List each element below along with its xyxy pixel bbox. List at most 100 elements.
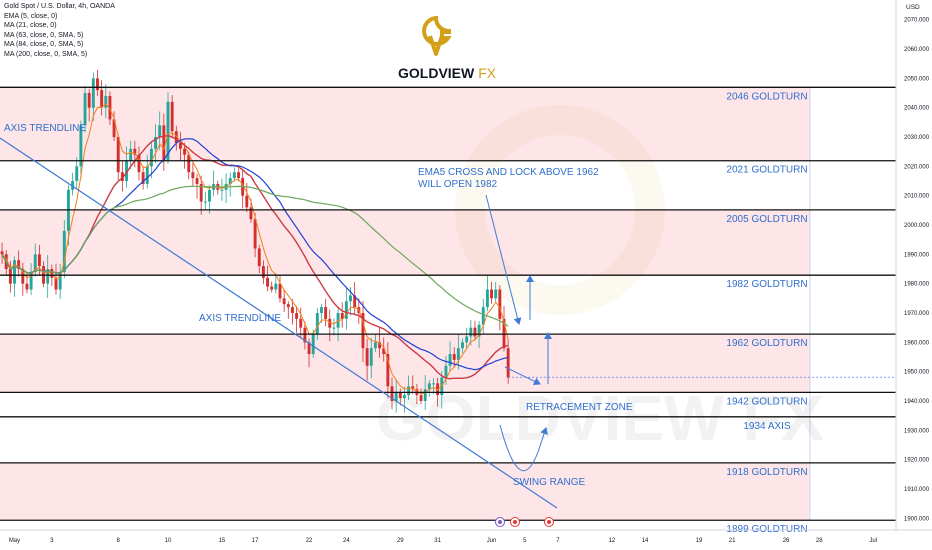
candle-body [386, 354, 390, 387]
logo-wordmark-suffix: FX [478, 65, 497, 81]
candle-body [423, 389, 427, 401]
x-tick-5: 5 [523, 538, 527, 544]
y-tick-1920: 1920.000 [904, 458, 930, 464]
candle-body [432, 383, 435, 385]
candle-body [266, 277, 270, 287]
x-tick-21: 21 [729, 538, 736, 544]
x-tick-17: 17 [252, 538, 259, 544]
candle-body [25, 283, 29, 290]
candle-body [220, 189, 224, 191]
candle-body [473, 327, 477, 337]
candle-body [208, 189, 211, 202]
candle-body [353, 295, 357, 308]
candle-body [133, 148, 137, 155]
x-tick-8: 8 [117, 538, 121, 544]
candle-body [382, 348, 386, 355]
level-label-1: 2021 GOLDTURN [726, 165, 807, 176]
candle-body [137, 154, 141, 173]
candle-body [253, 219, 257, 249]
candle-body [58, 271, 62, 290]
candle-body [452, 354, 456, 360]
level-label-0: 2046 GOLDTURN [726, 91, 807, 102]
chart-header: Gold Spot / U.S. Dollar, 4h, OANDA EMA (… [4, 2, 115, 60]
level-label-6: 1934 AXIS [743, 421, 791, 432]
candle-body [295, 312, 299, 319]
candle-body [83, 93, 87, 126]
level-label-3: 1982 GOLDTURN [726, 279, 807, 290]
candle-body [187, 154, 191, 173]
candle-body [87, 93, 91, 108]
level-label-7: 1918 GOLDTURN [726, 467, 807, 478]
candle-body [195, 178, 199, 184]
axis-trendline [0, 137, 558, 509]
y-tick-2040: 2040.000 [904, 106, 930, 112]
candle-body [183, 148, 187, 155]
x-tick-7: 7 [556, 538, 560, 544]
indicator-ma63-label: MA (63, close, 0, SMA, 5) [4, 31, 84, 39]
y-tick-1940: 1940.000 [904, 399, 930, 405]
indicator-ema5-label: EMA (5, close, 0) [4, 12, 58, 20]
candle-body [116, 137, 120, 173]
candle-body [104, 95, 108, 108]
indicator-ma84-label: MA (84, close, 0, SMA, 5) [4, 41, 84, 49]
candle-body [456, 348, 460, 360]
level-label-4: 1962 GOLDTURN [726, 338, 807, 349]
zone-1 [0, 209, 810, 276]
x-tick-Jul: Jul [869, 538, 877, 544]
candle-body [373, 342, 377, 349]
y-tick-1990: 1990.000 [904, 252, 930, 258]
x-tick-26: 26 [783, 538, 790, 544]
candle-body [344, 301, 348, 319]
event-icon-dot-0 [498, 520, 502, 524]
y-tick-1930: 1930.000 [904, 428, 930, 434]
candle-body [62, 230, 66, 272]
candle-body [407, 386, 411, 396]
candle-body [145, 166, 149, 184]
candle-body [96, 78, 99, 91]
candle-body [29, 271, 33, 290]
zone-3 [0, 462, 810, 521]
ema-note-line2: WILL OPEN 1982 [418, 179, 498, 190]
candle-body [108, 95, 112, 120]
candle-body [249, 207, 253, 220]
candle-body [398, 392, 402, 399]
candle-body [448, 354, 452, 366]
candle-body [461, 342, 464, 349]
x-tick-May: May [9, 538, 20, 544]
candle-body [203, 201, 207, 203]
candle-body [75, 166, 79, 182]
y-tick-1900: 1900.000 [904, 516, 930, 522]
x-tick-29: 29 [397, 538, 404, 544]
candle-body [378, 342, 382, 349]
y-tick-1950: 1950.000 [904, 370, 930, 376]
candle-body [100, 90, 104, 108]
candle-body [21, 269, 25, 284]
candle-body [129, 148, 133, 161]
candle-body [112, 119, 116, 138]
logo-mark-point [428, 35, 444, 56]
candle-body [278, 283, 282, 299]
x-tick-24: 24 [343, 538, 350, 544]
candle-body [465, 336, 469, 343]
currency-label: USD [906, 4, 920, 11]
y-tick-2050: 2050.000 [904, 76, 930, 82]
candle-body [427, 383, 431, 390]
candle-body [506, 348, 510, 378]
candle-body [37, 254, 41, 267]
y-tick-2070: 2070.000 [904, 18, 930, 24]
candle-body [125, 160, 128, 182]
x-tick-22: 22 [306, 538, 313, 544]
candle-body [419, 395, 423, 401]
swing-range-label: SWING RANGE [513, 477, 586, 488]
annotations-layer: AXIS TRENDLINE AXIS TRENDLINE EMA5 CROSS A… [0, 123, 633, 527]
event-icon-dot-2 [547, 520, 551, 524]
price-axis-bg [896, 0, 932, 550]
candle-body [162, 125, 166, 161]
time-axis-layer: May 3 8 10 15 17 22 24 29 31 Jun 5 7 12 14 19 21 26 28 Jul [0, 529, 932, 544]
ema-note-line1: EMA5 CROSS AND LOCK ABOVE 1962 [418, 167, 599, 178]
candle-body [0, 251, 4, 255]
y-tick-1910: 1910.000 [904, 487, 930, 493]
candle-body [481, 307, 485, 325]
